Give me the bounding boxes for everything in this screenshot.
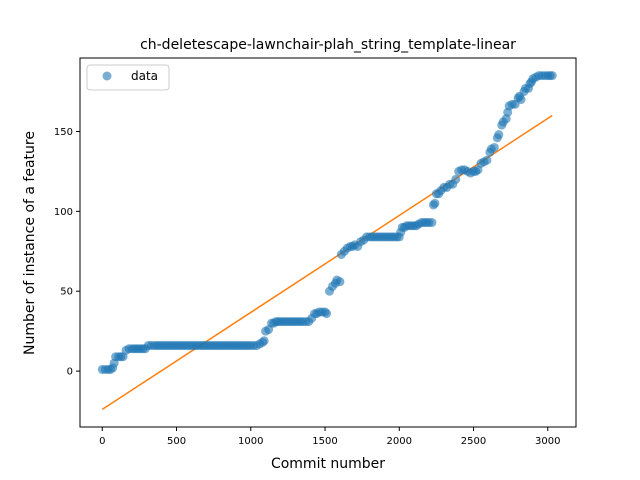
y-tick-label: 100 bbox=[54, 207, 73, 218]
chart-title: ch-deletescape-lawnchair-plah_string_tem… bbox=[140, 37, 516, 53]
data-point bbox=[547, 71, 557, 81]
legend: data bbox=[86, 64, 170, 91]
data-point bbox=[430, 198, 440, 208]
x-tick-label: 500 bbox=[167, 436, 186, 447]
x-tick-label: 2000 bbox=[387, 436, 412, 447]
x-tick-label: 2500 bbox=[461, 436, 486, 447]
legend-label-data: data bbox=[131, 69, 158, 83]
y-axis-label: Number of instance of a feature bbox=[22, 131, 38, 355]
data-point bbox=[494, 130, 504, 140]
data-point bbox=[335, 277, 345, 287]
data-point bbox=[427, 218, 437, 228]
x-tick-label: 3000 bbox=[535, 436, 560, 447]
data-point bbox=[482, 155, 492, 165]
x-axis-label: Commit number bbox=[271, 456, 385, 472]
legend-marker-data bbox=[102, 71, 112, 81]
x-tick-label: 1500 bbox=[312, 436, 337, 447]
y-tick-label: 150 bbox=[54, 127, 73, 138]
x-tick-label: 0 bbox=[99, 436, 105, 447]
y-tick-label: 50 bbox=[60, 287, 73, 298]
data-point bbox=[451, 174, 461, 184]
x-tick-label: 1000 bbox=[238, 436, 263, 447]
plot-frame bbox=[79, 57, 577, 428]
data-point bbox=[516, 95, 526, 105]
legend-box bbox=[86, 64, 170, 91]
y-tick-label: 0 bbox=[67, 367, 73, 378]
data-point bbox=[489, 142, 499, 152]
data-point bbox=[259, 336, 269, 346]
data-point bbox=[322, 309, 332, 319]
